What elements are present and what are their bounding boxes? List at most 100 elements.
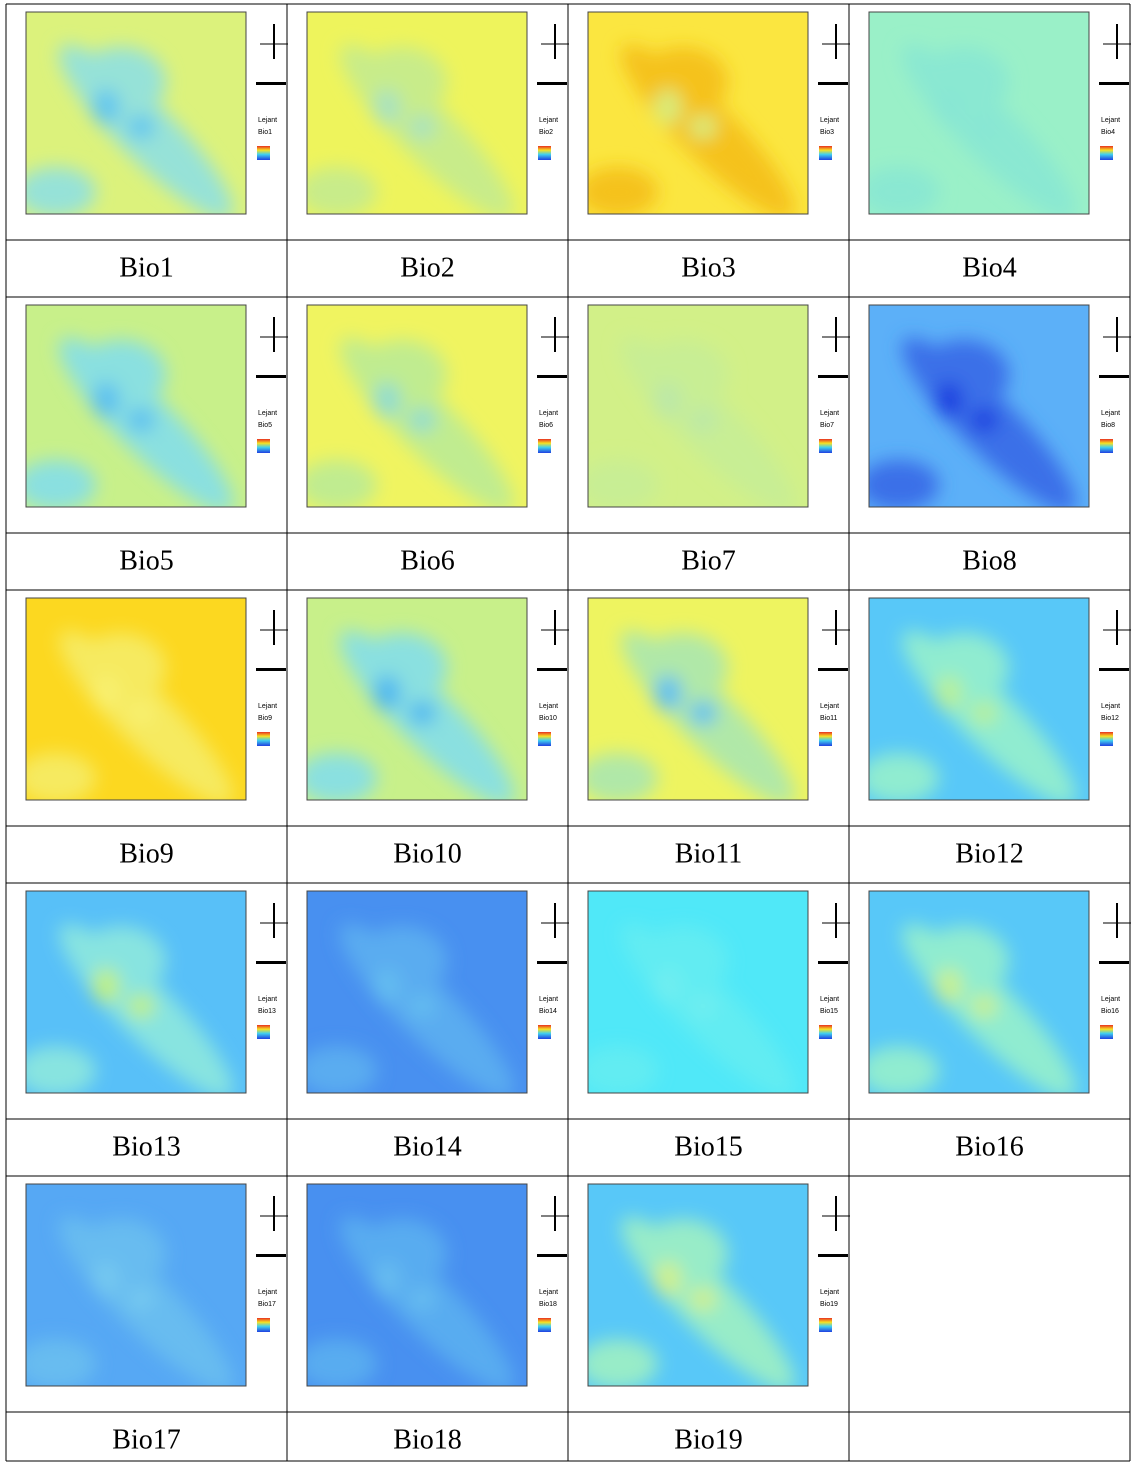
map <box>26 305 246 507</box>
map-patch <box>307 1046 377 1093</box>
legend-title: Lejant <box>820 117 839 124</box>
map-core <box>689 115 717 139</box>
map-patch <box>307 167 377 214</box>
map-patch <box>638 1219 728 1289</box>
scale-bar <box>256 961 286 964</box>
legend-title: Lejant <box>539 410 558 417</box>
map-blobs <box>26 44 234 214</box>
legend-swatch <box>819 146 832 160</box>
legend-name: Bio3 <box>820 129 834 136</box>
map-frame <box>25 597 247 801</box>
legend-title: Lejant <box>820 410 839 417</box>
map <box>307 891 527 1093</box>
map <box>26 598 246 800</box>
legend-swatch <box>538 1025 551 1039</box>
cell-label: Bio16 <box>955 1131 1023 1162</box>
legend-name: Bio13 <box>258 1008 276 1015</box>
map-core <box>408 994 436 1018</box>
map-blobs <box>869 44 1077 214</box>
map-patch <box>357 926 447 996</box>
legend-swatch <box>257 146 270 160</box>
map-core <box>689 408 717 432</box>
map-blobs <box>26 337 234 507</box>
map-frame <box>868 11 1090 215</box>
map-core <box>373 675 401 711</box>
map-patch <box>76 633 166 703</box>
map <box>307 1184 527 1386</box>
legend-title: Lejant <box>258 703 277 710</box>
map-core <box>127 408 155 432</box>
map-core <box>654 89 682 125</box>
map-core <box>127 701 155 725</box>
legend-title: Lejant <box>539 703 558 710</box>
map-frame <box>587 890 809 1094</box>
map-patch <box>76 1219 166 1289</box>
map-core <box>92 89 120 125</box>
map-patch <box>357 633 447 703</box>
map-blobs <box>869 630 1077 800</box>
scale-bar <box>1099 668 1129 671</box>
map-patch <box>638 47 728 117</box>
scale-bar <box>537 961 567 964</box>
map-frame <box>306 304 528 508</box>
map-core <box>970 701 998 725</box>
map-patch <box>919 47 1009 117</box>
map-blobs <box>26 923 234 1093</box>
map-blobs <box>307 337 515 507</box>
map-patch <box>588 460 658 507</box>
scale-bar <box>818 668 848 671</box>
map-blobs <box>307 923 515 1093</box>
legend-name: Bio17 <box>258 1301 276 1308</box>
map-core <box>654 675 682 711</box>
map-core <box>127 115 155 139</box>
map-patch <box>869 167 939 214</box>
legend-title: Lejant <box>820 1289 839 1296</box>
map-core <box>970 994 998 1018</box>
cell-label: Bio11 <box>675 838 742 869</box>
map-frame <box>868 304 1090 508</box>
map-core <box>408 115 436 139</box>
map-blobs <box>588 630 796 800</box>
map-patch <box>357 340 447 410</box>
map-core <box>689 1287 717 1311</box>
map-core <box>373 968 401 1004</box>
cell-label: Bio3 <box>681 252 735 283</box>
cell-label: Bio9 <box>119 838 173 869</box>
map-patch <box>307 753 377 800</box>
map-blobs <box>26 630 234 800</box>
map <box>26 12 246 214</box>
legend-name: Bio6 <box>539 422 553 429</box>
map <box>588 305 808 507</box>
map <box>588 598 808 800</box>
scale-bar <box>256 668 286 671</box>
legend-swatch <box>538 732 551 746</box>
map <box>588 12 808 214</box>
map-patch <box>26 1339 96 1386</box>
legend-swatch <box>819 1025 832 1039</box>
map-core <box>92 968 120 1004</box>
legend-name: Bio19 <box>820 1301 838 1308</box>
map-blobs <box>869 337 1077 507</box>
legend-name: Bio16 <box>1101 1008 1119 1015</box>
map <box>869 12 1089 214</box>
legend-name: Bio11 <box>820 715 837 722</box>
map-patch <box>26 460 96 507</box>
map-patch <box>307 460 377 507</box>
map <box>869 598 1089 800</box>
scale-bar <box>818 1254 848 1257</box>
map-core <box>970 115 998 139</box>
legend-title: Lejant <box>539 1289 558 1296</box>
cell-label: Bio15 <box>674 1131 742 1162</box>
map-frame <box>25 11 247 215</box>
scale-bar <box>818 82 848 85</box>
map-patch <box>26 1046 96 1093</box>
cell-label: Bio7 <box>681 545 735 576</box>
legend-title: Lejant <box>258 117 277 124</box>
map-patch <box>588 167 658 214</box>
cell-label: Bio1 <box>119 252 173 283</box>
legend-swatch <box>538 146 551 160</box>
legend-name: Bio10 <box>539 715 557 722</box>
cell-label: Bio13 <box>112 1131 180 1162</box>
map-patch <box>588 1046 658 1093</box>
